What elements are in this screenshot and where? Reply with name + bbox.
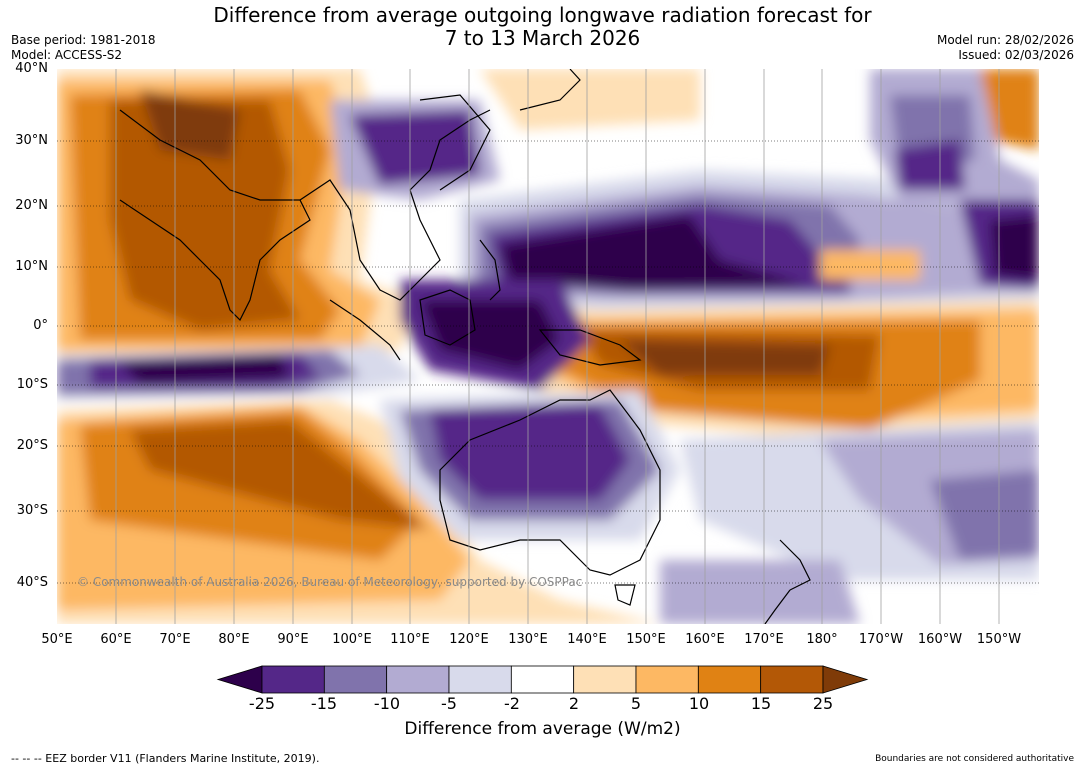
colorbar-tick: -5 [441,694,457,713]
copyright-notice: © Commonwealth of Australia 2026, Bureau… [77,575,583,589]
lon-label: 170°W [858,632,904,647]
field-japan-light [480,69,700,130]
lat-label: 30°S [16,503,48,518]
title-line-2: 7 to 13 March 2026 [444,26,641,50]
field-tasman-lavender [660,560,860,624]
field-north-pacific-orange-patch [820,250,920,280]
colorbar-swatch [760,665,824,694]
lat-label: 20°N [15,198,48,213]
field-china-violet [350,110,480,185]
coastline-australia [439,389,661,576]
lon-label: 150°W [976,632,1022,647]
coastline-borneo [419,289,476,346]
coastline-philippines [479,239,501,301]
lat-label: 40°S [16,575,48,590]
coastline-new-guinea [538,329,642,366]
base-period: Base period: 1981-2018 [11,33,156,47]
colorbar-swatch [510,665,575,694]
colorbar-tick: -15 [310,694,338,713]
lon-label: 60°E [100,632,132,647]
coastline-india [119,109,311,322]
lon-label: 100°E [332,632,372,647]
field-south-pacific-violet [930,470,1039,560]
field-equatorial-core [620,340,830,375]
lat-label: 0° [33,318,48,333]
lon-label: 50°E [41,632,73,647]
field-east-pacific-violet [895,140,965,190]
lon-label: 70°E [159,632,191,647]
model-run: Model run: 28/02/2026 [936,33,1074,47]
colorbar-swatch [635,665,699,694]
field-australia-violet [430,405,630,500]
longitude-gridlines [115,69,1000,624]
lon-label: 170°E [744,632,784,647]
colorbar-title: Difference from average (W/m2) [404,719,681,739]
colorbar-swatch [573,665,637,694]
colorbar-tick: -2 [504,694,520,713]
coastline-new-zealand [764,539,811,624]
lat-label: 10°S [16,377,48,392]
field-india-brown [110,100,300,330]
colorbar-extend-low [216,665,263,694]
colorbar-swatches [216,665,869,694]
title-line-1: Difference from average outgoing longwav… [213,3,872,27]
olr-anomaly-map [57,69,1039,624]
lat-label: 30°N [15,133,48,148]
eez-legend-note: -- -- -- EEZ border V11 (Flanders Marine… [11,752,320,765]
lon-label: 160°E [685,632,725,647]
lon-label: 110°E [390,632,430,647]
colorbar-swatch [697,665,762,694]
colorbar-tick: 10 [688,694,710,713]
boundary-disclaimer: Boundaries are not considered authoritat… [875,754,1074,764]
lon-label: 130°E [508,632,548,647]
lon-label: 120°E [449,632,489,647]
lon-label: 80°E [218,632,250,647]
colorbar-swatch [323,665,388,694]
coastline-japan [519,69,581,111]
colorbar-tick: 25 [812,694,834,713]
lon-label: 90°E [277,632,309,647]
model-name: Model: ACCESS-S2 [11,48,123,62]
field-indian-band-core [120,355,290,384]
field-south-indian-brown [130,420,430,530]
colorbar-extend-high [822,665,869,694]
colorbar-tick: -10 [373,694,401,713]
colorbar-swatch [386,665,450,694]
issued-date: Issued: 02/03/2026 [958,48,1074,62]
colorbar-tick: 2 [568,694,580,713]
coastline-korea-china [419,94,491,191]
lat-label: 10°N [15,259,48,274]
colorbar-swatch [448,665,512,694]
lon-label: 160°W [917,632,963,647]
field-far-east-core [990,215,1039,280]
lat-label: 40°N [15,61,48,76]
coastline-tasmania [614,584,636,606]
colorbar-swatch [261,665,325,694]
map-title: Difference from average outgoing longwav… [0,4,1085,50]
colorbar-tick: -25 [248,694,276,713]
lon-label: 150°E [626,632,666,647]
colorbar-tick: 5 [630,694,642,713]
field-north-pacific-core [500,215,810,290]
coastline-sumatra [329,299,401,361]
field-maritime-core [420,300,560,370]
lon-label: 180° [806,632,838,647]
lon-label: 140°E [567,632,607,647]
meta-right: Model run: 28/02/2026 Issued: 02/03/2026 [937,33,1074,63]
lat-label: 20°S [16,438,48,453]
field-ne-corner [980,69,1039,150]
meta-left: Base period: 1981-2018 Model: ACCESS-S2 [11,33,156,63]
colorbar-tick: 15 [750,694,772,713]
